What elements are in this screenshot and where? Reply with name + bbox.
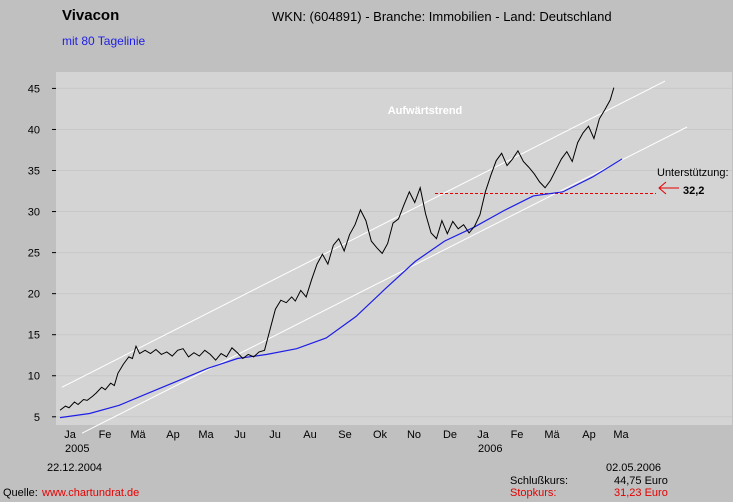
x-tick-label: Ma	[613, 429, 629, 441]
support-arrow-icon	[658, 181, 679, 195]
y-tick-label: 45	[28, 83, 40, 95]
y-tick-label: 15	[28, 330, 40, 342]
x-tick-label: No	[407, 429, 421, 441]
x-tick-label: Fe	[511, 429, 524, 441]
year-label-2006: 2006	[478, 443, 503, 455]
x-tick-label: Ja	[64, 429, 77, 441]
x-tick-label: Se	[338, 429, 351, 441]
x-tick-label: Ja	[477, 429, 490, 441]
stock-info: WKN: (604891) - Branche: Immobilien - La…	[272, 9, 612, 24]
source-link[interactable]: www.chartundrat.de	[42, 487, 140, 499]
chart-subtitle: mit 80 Tagelinie	[62, 34, 146, 48]
source-label: Quelle:	[3, 487, 38, 499]
y-tick-label: 20	[28, 289, 40, 301]
start-date: 22.12.2004	[47, 462, 103, 474]
x-tick-label: Fe	[99, 429, 112, 441]
y-tick-label: 30	[28, 207, 40, 219]
y-tick-label: 10	[28, 371, 40, 383]
trend-line-lower	[81, 126, 688, 434]
price-line	[59, 87, 615, 411]
y-tick-label: 25	[28, 248, 40, 260]
close-price-value: 44,75 Euro	[614, 475, 668, 487]
grid-lines	[56, 87, 732, 418]
support-label: Unterstützung:	[657, 167, 729, 179]
chart-title: Vivacon	[62, 7, 120, 24]
support-value: 32,2	[683, 185, 704, 197]
moving-average-line	[59, 158, 623, 419]
trend-channel	[61, 80, 688, 434]
trend-label: Aufwärtstrend	[388, 105, 463, 117]
x-tick-label: De	[443, 429, 457, 441]
close-price-label: Schlußkurs:	[510, 475, 569, 487]
y-axis-ticks: 5 10 15 20 25 30 35 40 45	[28, 83, 56, 424]
x-tick-label: Ok	[373, 429, 388, 441]
trend-line-upper	[61, 80, 666, 388]
x-tick-label: Ju	[269, 429, 281, 441]
x-tick-label: Ap	[582, 429, 595, 441]
x-tick-label: Ap	[166, 429, 179, 441]
y-tick-label: 5	[34, 412, 40, 424]
x-tick-label: Mä	[544, 429, 560, 441]
stop-price-value: 31,23 Euro	[614, 487, 668, 499]
end-date: 02.05.2006	[606, 462, 662, 474]
year-label-2005: 2005	[65, 443, 90, 455]
x-tick-label: Ju	[234, 429, 246, 441]
x-tick-label: Au	[303, 429, 316, 441]
stop-price-label: Stopkurs:	[510, 487, 557, 499]
plot-area	[56, 72, 732, 425]
y-tick-label: 35	[28, 166, 40, 178]
y-tick-label: 40	[28, 124, 40, 136]
x-tick-label: Ma	[198, 429, 214, 441]
x-tick-label: Mä	[130, 429, 146, 441]
x-axis-ticks: Ja Fe Mä Ap Ma Ju Ju Au Se Ok No De Ja Fe Mä Ap Ma	[64, 429, 629, 441]
